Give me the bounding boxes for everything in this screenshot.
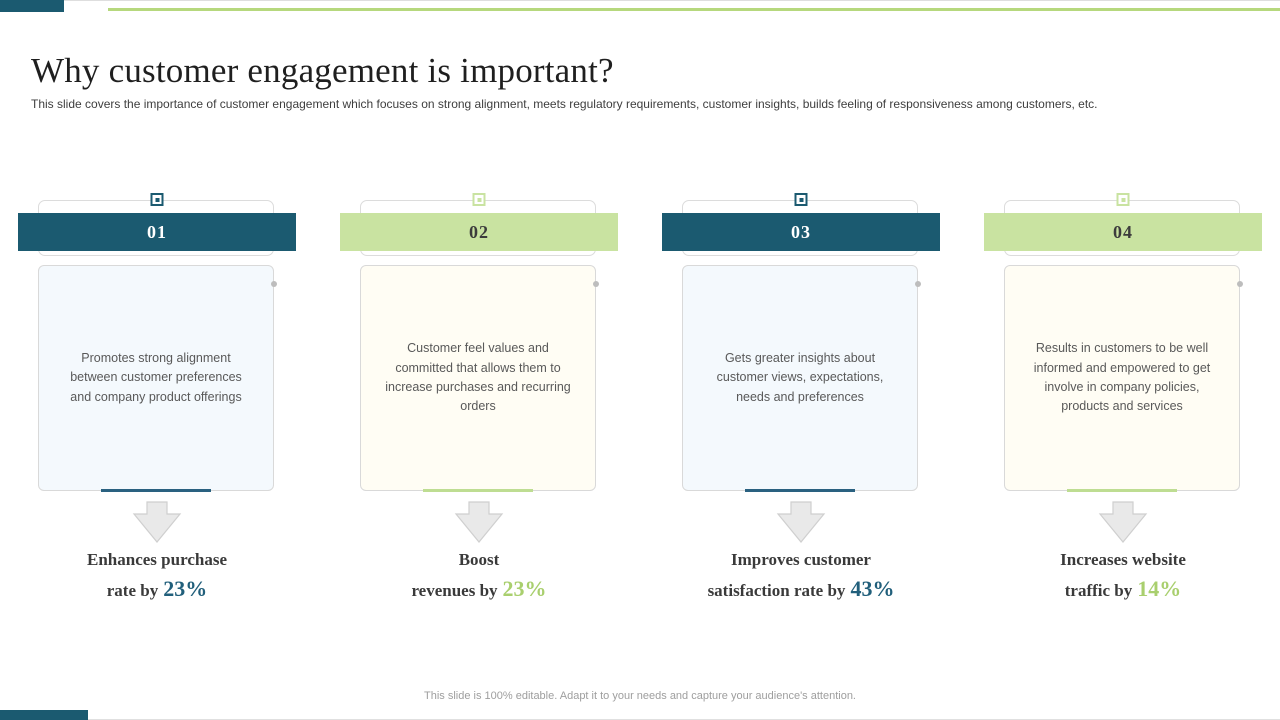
number-banner: 03: [662, 213, 940, 251]
stat-line2-text: satisfaction rate by: [707, 581, 846, 600]
square-marker-icon: [1116, 193, 1130, 206]
stat-line1: Enhances purchase: [87, 550, 227, 569]
pin-dot: [1237, 281, 1243, 287]
stat-value: 23%: [502, 576, 547, 601]
square-marker-inner: [799, 197, 803, 202]
card-accent-line: [423, 489, 533, 492]
stat-block: Enhances purchase rate by 23%: [18, 545, 296, 605]
stat-line1: Boost: [458, 550, 500, 569]
column-number: 04: [1113, 221, 1133, 242]
stat-block: Improves customer satisfaction rate by 43…: [662, 545, 940, 605]
stat-value: 14%: [1137, 576, 1182, 601]
stat-block: Increases website traffic by 14%: [984, 545, 1262, 605]
page-title: Why customer engagement is important?: [31, 51, 614, 91]
square-marker-icon: [794, 193, 808, 206]
columns-container: 01 Promotes strong alignment between cus…: [18, 193, 1262, 623]
pin-dot: [593, 281, 599, 287]
description-card: Results in customers to be well informed…: [1004, 265, 1240, 491]
top-left-accent-bar: [0, 0, 64, 12]
card-accent-line: [101, 489, 211, 492]
description-card: Gets greater insights about customer vie…: [682, 265, 918, 491]
stat-line1: Increases website: [1060, 550, 1186, 569]
description-text: Results in customers to be well informed…: [1033, 341, 1211, 414]
square-marker-inner: [477, 197, 481, 202]
description-text: Promotes strong alignment between custom…: [70, 350, 242, 404]
stat-line2: traffic by 14%: [984, 574, 1262, 605]
description-text: Gets greater insights about customer vie…: [716, 350, 884, 404]
square-marker-inner: [155, 197, 159, 202]
engagement-column-1: 01 Promotes strong alignment between cus…: [18, 193, 296, 623]
square-marker-icon: [472, 193, 486, 206]
square-marker-inner: [1121, 197, 1125, 202]
down-arrow-icon: [1097, 501, 1149, 543]
column-number: 01: [147, 221, 167, 242]
top-green-line: [108, 8, 1280, 11]
stat-value: 23%: [163, 576, 208, 601]
down-arrow-icon: [775, 501, 827, 543]
square-marker-icon: [150, 193, 164, 206]
stat-line2: satisfaction rate by 43%: [662, 574, 940, 605]
number-banner: 02: [340, 213, 618, 251]
stat-block: Boost revenues by 23%: [340, 545, 618, 605]
stat-line2: revenues by 23%: [340, 574, 618, 605]
page-subtitle: This slide covers the importance of cust…: [31, 97, 1098, 111]
bottom-left-accent-bar: [0, 710, 88, 720]
footer-note: This slide is 100% editable. Adapt it to…: [424, 690, 856, 702]
engagement-column-2: 02 Customer feel values and committed th…: [340, 193, 618, 623]
card-accent-line: [745, 489, 855, 492]
engagement-column-3: 03 Gets greater insights about customer …: [662, 193, 940, 623]
card-accent-line: [1067, 489, 1177, 492]
column-number: 02: [469, 221, 489, 242]
top-border-line: [0, 0, 1280, 1]
stat-value: 43%: [850, 576, 895, 601]
description-card: Promotes strong alignment between custom…: [38, 265, 274, 491]
pin-dot: [915, 281, 921, 287]
description-text: Customer feel values and committed that …: [385, 341, 571, 414]
stat-line2: rate by 23%: [18, 574, 296, 605]
description-card: Customer feel values and committed that …: [360, 265, 596, 491]
stat-line2-text: rate by: [106, 581, 159, 600]
stat-line2-text: traffic by: [1064, 581, 1133, 600]
down-arrow-icon: [453, 501, 505, 543]
down-arrow-icon: [131, 501, 183, 543]
stat-line2-text: revenues by: [411, 581, 498, 600]
pin-dot: [271, 281, 277, 287]
number-banner: 04: [984, 213, 1262, 251]
number-banner: 01: [18, 213, 296, 251]
engagement-column-4: 04 Results in customers to be well infor…: [984, 193, 1262, 623]
column-number: 03: [791, 221, 811, 242]
stat-line1: Improves customer: [731, 550, 871, 569]
